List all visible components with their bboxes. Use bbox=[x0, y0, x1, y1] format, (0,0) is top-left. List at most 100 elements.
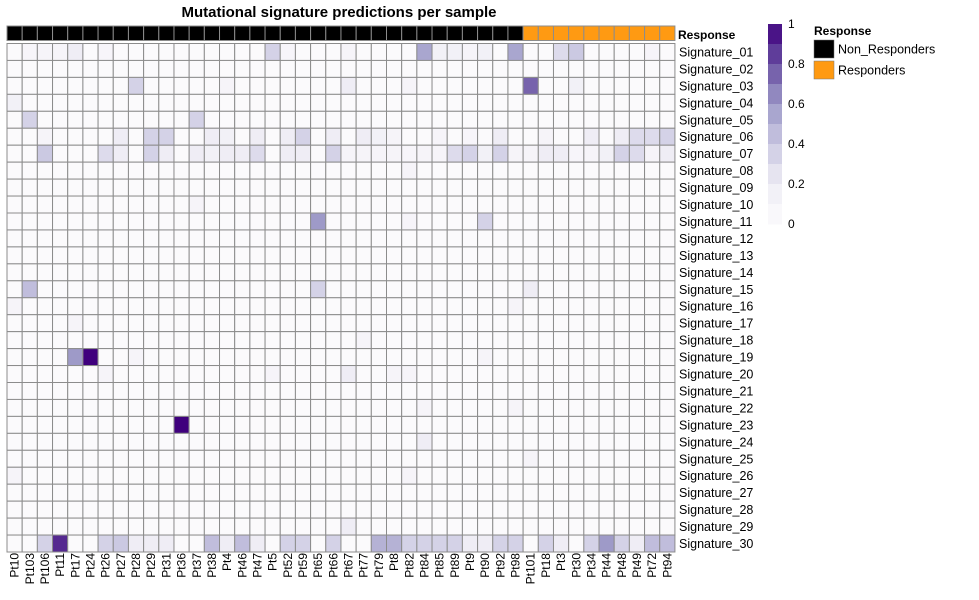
heatmap-cell bbox=[386, 246, 403, 265]
heatmap-cell bbox=[628, 195, 646, 214]
heatmap-cell bbox=[112, 263, 129, 282]
heatmap-cell bbox=[370, 331, 388, 350]
heatmap-cell bbox=[552, 314, 570, 333]
heatmap-cell bbox=[340, 398, 357, 417]
heatmap-cell bbox=[143, 348, 160, 367]
heatmap-cell bbox=[36, 432, 54, 451]
heatmap-cell bbox=[143, 297, 160, 316]
heatmap-cell bbox=[370, 348, 388, 367]
heatmap-cell bbox=[598, 110, 615, 129]
heatmap-cell bbox=[234, 263, 251, 282]
heatmap-cell bbox=[188, 178, 205, 197]
heatmap-cell bbox=[21, 466, 38, 485]
heatmap-cell bbox=[537, 280, 554, 299]
heatmap-cell bbox=[355, 348, 372, 367]
heatmap-cell bbox=[355, 297, 372, 316]
heatmap-cell bbox=[52, 43, 69, 61]
heatmap-cell bbox=[188, 229, 205, 248]
heatmap-cell bbox=[370, 466, 388, 485]
heatmap-cell bbox=[568, 229, 585, 248]
annotation-cell-Pt72 bbox=[644, 25, 661, 41]
annotation-cell-Pt48 bbox=[613, 25, 630, 41]
heatmap-cell bbox=[628, 483, 646, 502]
heatmap-cell bbox=[234, 144, 251, 163]
heatmap-cell bbox=[507, 297, 524, 316]
heatmap-cell bbox=[36, 517, 54, 536]
heatmap-cell bbox=[310, 466, 327, 485]
heatmap-cell bbox=[127, 314, 145, 333]
heatmap-cell bbox=[598, 246, 615, 265]
heatmap-cell bbox=[507, 43, 524, 61]
heatmap-cell bbox=[370, 297, 388, 316]
heatmap-cell bbox=[264, 76, 281, 95]
heatmap-cell bbox=[143, 449, 160, 468]
heatmap-cell bbox=[431, 483, 448, 502]
annotation-cell-Pt46 bbox=[234, 25, 251, 41]
heatmap-cell bbox=[537, 161, 554, 180]
heatmap-cell bbox=[507, 415, 524, 434]
heatmap-cell bbox=[644, 466, 661, 485]
heatmap-cell bbox=[219, 161, 236, 180]
column-label: Pt48 bbox=[615, 553, 629, 578]
heatmap-cell bbox=[6, 297, 23, 316]
heatmap-cell bbox=[67, 76, 84, 95]
row-label: Signature_23 bbox=[679, 418, 753, 432]
heatmap-cell bbox=[401, 195, 418, 214]
heatmap-cell bbox=[82, 212, 99, 231]
column-label: Pt5 bbox=[266, 553, 280, 571]
heatmap-cell bbox=[249, 415, 266, 434]
heatmap-cell bbox=[401, 161, 418, 180]
heatmap-cell bbox=[82, 483, 99, 502]
heatmap-cell bbox=[127, 483, 145, 502]
heatmap-cell bbox=[416, 314, 433, 333]
scale-swatch bbox=[768, 24, 782, 45]
heatmap-cell bbox=[431, 517, 448, 536]
heatmap-cell bbox=[461, 76, 479, 95]
heatmap-cell bbox=[340, 212, 357, 231]
heatmap-cell bbox=[507, 534, 524, 553]
heatmap-cell bbox=[127, 144, 145, 163]
heatmap-cell bbox=[492, 59, 509, 78]
heatmap-cell bbox=[416, 432, 433, 451]
heatmap-cell bbox=[355, 398, 372, 417]
heatmap-cell bbox=[446, 314, 463, 333]
heatmap-cell bbox=[461, 212, 479, 231]
heatmap-cell bbox=[659, 331, 676, 350]
heatmap-cell bbox=[173, 500, 190, 519]
heatmap-cell bbox=[264, 195, 281, 214]
heatmap-cell bbox=[158, 365, 175, 383]
heatmap-cell bbox=[628, 246, 646, 265]
heatmap-cell bbox=[552, 59, 570, 78]
heatmap-cell bbox=[446, 144, 463, 163]
heatmap-cell bbox=[52, 144, 69, 163]
heatmap-cell bbox=[613, 517, 630, 536]
heatmap-cell bbox=[537, 144, 554, 163]
heatmap-cell bbox=[264, 517, 281, 536]
heatmap-cell bbox=[552, 127, 570, 146]
heatmap-cell bbox=[598, 263, 615, 282]
heatmap-cell bbox=[340, 449, 357, 468]
heatmap-cell bbox=[644, 517, 661, 536]
heatmap-cell bbox=[158, 76, 175, 95]
heatmap-cell bbox=[234, 178, 251, 197]
heatmap-cell bbox=[325, 178, 342, 197]
heatmap-cell bbox=[568, 263, 585, 282]
annotation-cell-Pt28 bbox=[127, 25, 145, 41]
heatmap-cell bbox=[112, 382, 129, 400]
heatmap-cell bbox=[598, 76, 615, 95]
heatmap-cell bbox=[613, 331, 630, 350]
heatmap-cell bbox=[219, 466, 236, 485]
heatmap-cell bbox=[659, 263, 676, 282]
heatmap-cell bbox=[158, 348, 175, 367]
heatmap-cell bbox=[598, 144, 615, 163]
heatmap-cell bbox=[97, 534, 114, 553]
heatmap-cell bbox=[613, 500, 630, 519]
heatmap-cell bbox=[507, 466, 524, 485]
heatmap-cell bbox=[583, 297, 600, 316]
heatmap-cell bbox=[219, 127, 236, 146]
heatmap-cell bbox=[310, 534, 327, 553]
heatmap-cell bbox=[173, 161, 190, 180]
heatmap-cell bbox=[431, 297, 448, 316]
heatmap-cell bbox=[340, 263, 357, 282]
heatmap-cell bbox=[203, 297, 221, 316]
